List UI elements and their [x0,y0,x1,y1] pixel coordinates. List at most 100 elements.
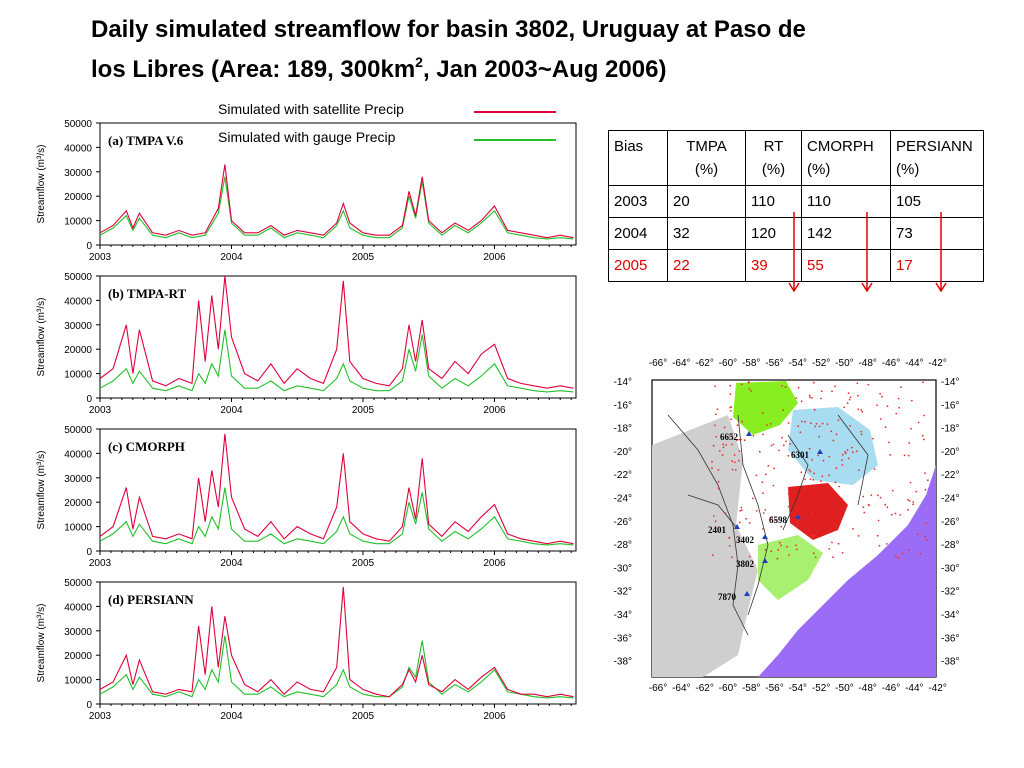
station-label: 6301 [791,450,810,460]
table-header-row: Bias TMPA (%) RT (%) CMORPH (%) PERSIANN… [608,130,984,186]
gauge-dot [765,473,767,476]
table-cell: 22 [667,249,746,282]
gauge-dot [867,503,870,506]
y-axis-label: Streamflow (m³/s) [36,298,47,377]
map-y-tick-label: -34° [941,610,959,621]
map-x-tick-label: -42° [928,358,946,369]
x-tick-label: 2003 [89,711,112,722]
gauge-dot [924,535,927,538]
gauge-dot [862,495,865,498]
y-tick-label: 50000 [64,272,92,283]
x-tick-label: 2004 [220,405,243,416]
gauge-dot [729,406,731,409]
map-y-tick-label: -20° [614,447,632,458]
gauge-dot [817,454,819,457]
map-x-tick-label: -62° [695,683,713,694]
gauge-dot [738,438,740,441]
gauge-dot [924,472,926,474]
table-header-bias: Bias [608,130,668,186]
gauge-dot [847,392,850,394]
y-tick-label: 10000 [64,676,92,687]
station-marker [734,524,740,529]
gauge-dot [881,395,883,398]
river-line [687,494,737,528]
page-title: Daily simulated streamflow for basin 380… [91,14,991,86]
gauge-dot [778,449,780,452]
gauge-dot [861,410,864,413]
map-x-tick-label: -44° [905,683,923,694]
gauge-dot [730,418,732,421]
river-line [737,414,769,616]
x-tick-label: 2006 [483,405,506,416]
gauge-dot [796,548,798,551]
gauge-dot [723,426,726,429]
map-y-tick-label: -24° [941,494,959,505]
gauge-dot [876,534,879,537]
gauge-dot [738,450,741,452]
x-tick-label: 2004 [220,558,243,569]
gauge-dot [748,555,751,558]
gauge-dot [806,505,809,507]
gauge-dot [761,481,764,483]
gauge-dot [821,422,824,425]
gauge-dot [714,520,717,523]
title-line-2: los Libres (Area: 189, 300km [91,56,416,83]
gauge-dot [787,454,790,457]
gauge-dot [781,436,783,439]
table-cell: 17 [890,249,984,282]
gauge-dot [870,494,873,496]
gauge-dot [821,505,824,508]
x-tick-label: 2004 [220,711,243,722]
gauge-dot [926,539,928,541]
map-x-tick-label: -60° [719,358,737,369]
chart-panel-1: Streamflow (m³/s) 0 10000 20000 30000 40000 50… [36,272,577,416]
series-line-gauge [99,487,574,546]
gauge-dot [900,386,902,388]
map-y-tick-label: -18° [941,424,959,435]
station-label: 3802 [736,559,755,569]
y-tick-label: 30000 [64,474,92,485]
map-x-tick-label: -52° [812,683,830,694]
gauge-dot [844,451,846,453]
gauge-dot [834,385,836,388]
gauge-dot [773,467,775,470]
gauge-dot [718,450,721,452]
map-x-tick-label: -56° [765,358,783,369]
gauge-dot [846,449,849,451]
gauge-dot [766,424,768,426]
map-x-tick-label: -54° [789,358,807,369]
gauge-dot [728,545,731,547]
gauge-dot [820,480,822,483]
gauge-dot [863,511,866,514]
gauge-dot [841,498,844,500]
gauge-dot [801,420,803,423]
y-tick-label: 0 [86,547,92,558]
y-tick-label: 20000 [64,651,92,662]
map-y-tick-label: -30° [614,563,632,574]
river-line [837,414,869,506]
gauge-dot [903,454,906,457]
gauge-dot [796,521,798,523]
station-label: 7870 [718,592,737,602]
table-header-tmpa: TMPA (%) [667,130,746,186]
gauge-dot [857,408,860,411]
x-tick-label: 2006 [483,711,506,722]
gauge-dot [915,490,918,493]
gauge-dot [770,550,773,553]
gauge-dot [909,481,912,484]
y-tick-label: 0 [86,241,92,252]
x-tick-label: 2006 [483,558,506,569]
gauge-dot [837,542,840,545]
gauge-dot [730,435,733,437]
x-tick-label: 2003 [89,252,112,263]
gauge-dot [813,472,815,475]
series-line-gauge [99,635,574,699]
y-tick-label: 10000 [64,370,92,381]
station-marker [744,591,750,596]
y-tick-label: 40000 [64,602,92,613]
gauge-dot [884,503,887,506]
map-y-tick-label: -16° [941,400,959,411]
gauge-dot [730,443,733,446]
river-line [782,434,809,531]
station-marker [762,558,768,563]
